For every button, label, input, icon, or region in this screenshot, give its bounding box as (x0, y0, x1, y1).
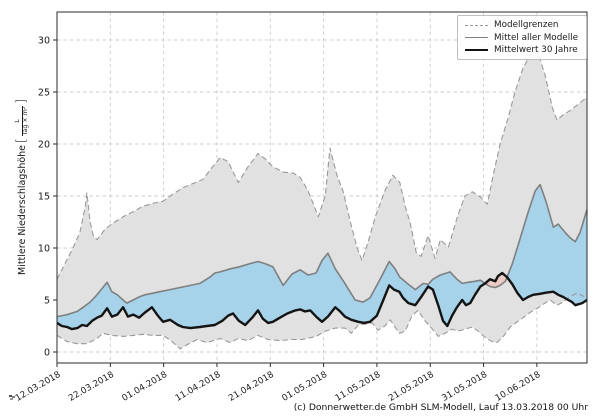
axis-ticks (53, 39, 538, 367)
x-tick-label: 01.05.2018 (280, 370, 329, 404)
y-axis-unit-numerator: L (13, 119, 21, 123)
model-mean-line (56, 183, 588, 318)
x-tick-label: 10.06.2018 (494, 370, 543, 404)
x-tick-label: 21.04.2018 (227, 370, 276, 404)
y-axis-unit-denominator: Tag × m² (22, 106, 29, 136)
plot-border (56, 11, 588, 364)
corner-artifact (9, 395, 12, 397)
legend-label: Mittelwert 30 Jahre (494, 45, 578, 55)
legend-item-mittelwert-30-jahre: Mittelwert 30 Jahre (465, 45, 578, 55)
y-axis-label: Mittlere Niederschlagshöhe [ L Tag × m² … (13, 17, 31, 357)
x-tick-label: 31.05.2018 (440, 370, 489, 404)
x-tick-label: 12.03.2018 (14, 370, 63, 404)
climate-mean-line (56, 271, 588, 331)
model-min-line (56, 292, 588, 350)
x-tick-label: 11.05.2018 (334, 370, 383, 404)
x-tick-label: 22.03.2018 (67, 370, 116, 404)
y-tick-labels: 0 5 10 15 20 25 30 (38, 35, 50, 358)
y-tick-label: 15 (38, 191, 50, 202)
dashed-line-sample-icon (465, 24, 489, 26)
legend-item-modellgrenzen: Modellgrenzen (465, 20, 578, 30)
legend: Modellgrenzen Mittel aller Modelle Mitte… (457, 15, 587, 60)
y-tick-label: 10 (38, 243, 50, 254)
y-tick-label: 30 (38, 35, 50, 46)
legend-item-mittel-aller-modelle: Mittel aller Modelle (465, 33, 578, 43)
y-axis-unit-fraction: L Tag × m² (13, 105, 30, 137)
y-tick-label: 0 (44, 347, 50, 358)
gray-line-sample-icon (465, 37, 489, 38)
y-tick-label: 20 (38, 139, 50, 150)
x-tick-label: 01.04.2018 (121, 370, 170, 404)
copyright-caption: (c) Donnerwetter.de GmbH SLM-Modell, Lau… (293, 402, 588, 413)
y-axis-unit-bracket-open: [ (14, 138, 28, 143)
y-tick-label: 5 (44, 295, 50, 306)
x-tick-label: 11.04.2018 (174, 370, 223, 404)
model-max-line (56, 49, 588, 280)
y-axis-unit-bracket-close: ] (14, 98, 28, 104)
band-fill (57, 50, 587, 349)
x-tick-label: 21.05.2018 (387, 370, 436, 404)
x-tick-labels: 12.03.2018 22.03.2018 01.04.2018 11.04.2018… (14, 370, 543, 404)
legend-label: Modellgrenzen (494, 20, 559, 30)
y-tick-label: 25 (38, 87, 50, 98)
y-axis-label-text: Mittlere Niederschlagshöhe (16, 144, 28, 276)
model-spread-band (57, 50, 587, 349)
black-line-sample-icon (465, 49, 489, 51)
legend-label: Mittel aller Modelle (494, 32, 578, 43)
above-normal-fill-region (507, 184, 587, 306)
